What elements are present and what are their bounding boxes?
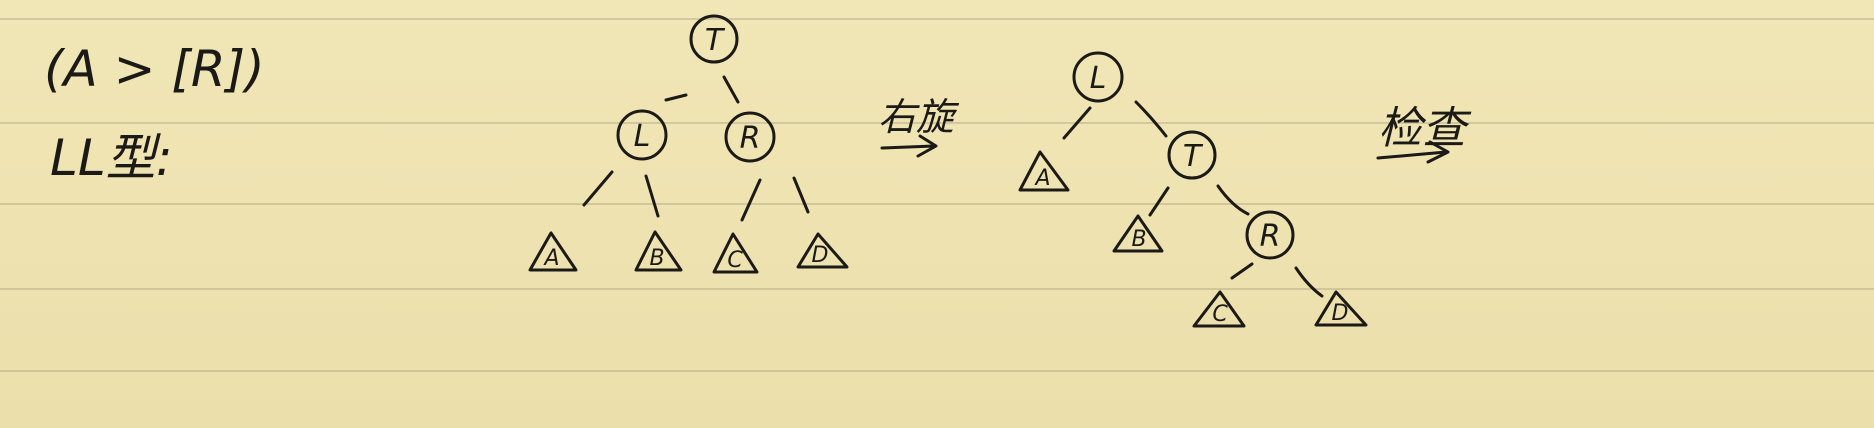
ruled-line — [0, 203, 1874, 205]
edge — [1216, 184, 1250, 216]
rotation-arrow — [880, 134, 938, 158]
svg-text:A: A — [1033, 166, 1050, 191]
subtree-triangle: D — [796, 232, 849, 269]
svg-text:C: C — [1212, 302, 1228, 327]
check-arrow — [1376, 140, 1450, 164]
svg-text:L: L — [634, 119, 651, 154]
tree-node: R — [1245, 210, 1295, 260]
svg-text:C: C — [727, 248, 743, 273]
tree-node: L — [1072, 51, 1124, 103]
edge — [582, 170, 614, 207]
subtree-triangle: A — [528, 231, 578, 272]
edge — [1062, 106, 1092, 140]
edge — [664, 93, 688, 102]
before-tree: T L R A B C D — [528, 14, 849, 274]
svg-text:R: R — [740, 121, 761, 156]
subtree-triangle: B — [1112, 214, 1164, 253]
subtree-triangle: B — [634, 230, 683, 272]
svg-text:A: A — [542, 246, 559, 271]
svg-text:B: B — [1131, 227, 1146, 252]
tree-node: L — [616, 109, 668, 161]
ruled-line — [0, 370, 1874, 372]
case-label: LL型: — [50, 129, 173, 187]
tree-node: R — [724, 111, 776, 163]
svg-text:T: T — [1183, 139, 1204, 174]
svg-text:D: D — [1332, 301, 1349, 326]
edge — [792, 176, 810, 214]
edge — [1148, 186, 1170, 217]
svg-text:R: R — [1260, 219, 1281, 254]
svg-text:D: D — [812, 243, 829, 268]
svg-text:L: L — [1090, 61, 1107, 96]
subtree-triangle: C — [1192, 290, 1246, 328]
after-tree: L T R A B C D — [1018, 51, 1368, 328]
edge — [1230, 262, 1254, 280]
svg-text:T: T — [705, 23, 726, 58]
ruled-line — [0, 18, 1874, 20]
operation-label: 右旋 — [878, 95, 955, 139]
subtree-triangle: C — [712, 232, 759, 274]
edge — [740, 178, 762, 222]
edge — [1134, 100, 1168, 138]
ruled-line — [0, 122, 1874, 124]
edge — [644, 174, 660, 218]
tree-node: T — [689, 14, 739, 64]
subtree-triangle: D — [1314, 290, 1368, 327]
edge — [722, 75, 740, 104]
subtree-triangle: A — [1018, 150, 1070, 192]
ruled-line — [0, 288, 1874, 290]
svg-text:B: B — [649, 246, 664, 271]
edge — [1294, 266, 1324, 298]
condition-text: (A > [R]) — [44, 40, 265, 98]
result-label: 检查 — [1378, 103, 1466, 154]
tree-node: T — [1167, 130, 1217, 180]
